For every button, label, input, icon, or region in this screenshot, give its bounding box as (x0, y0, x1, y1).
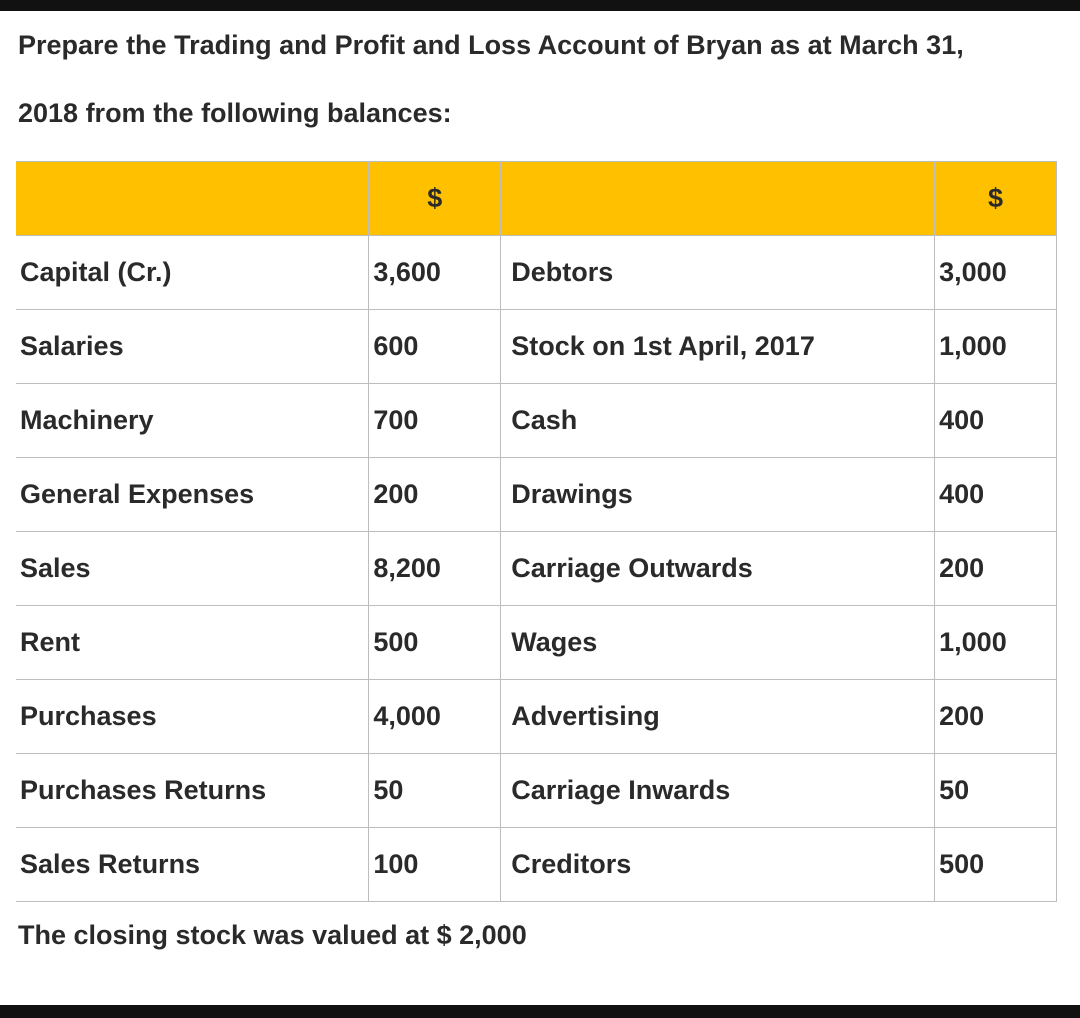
header-left-currency: $ (368, 161, 502, 236)
left-item-cell: Purchases (16, 679, 370, 754)
left-amount-cell: 600 (368, 309, 502, 384)
left-item-cell: Sales Returns (16, 827, 370, 902)
left-amount-cell: 500 (368, 605, 502, 680)
bottom-border-bar (0, 1005, 1080, 1018)
right-amount-cell: 1,000 (934, 309, 1057, 384)
left-item-cell: General Expenses (16, 457, 370, 532)
left-item-cell: Salaries (16, 309, 370, 384)
table-row: General Expenses 200 Drawings 400 (16, 457, 1057, 532)
right-amount-cell: 50 (934, 753, 1057, 828)
left-item-cell: Sales (16, 531, 370, 606)
left-item-cell: Rent (16, 605, 370, 680)
right-item-cell: Creditors (500, 827, 936, 902)
right-amount-cell: 200 (934, 531, 1057, 606)
table-row: Salaries 600 Stock on 1st April, 2017 1,000 (16, 309, 1057, 384)
table-row: Machinery 700 Cash 400 (16, 383, 1057, 458)
left-item-cell: Capital (Cr.) (16, 235, 370, 310)
right-item-cell: Carriage Inwards (500, 753, 936, 828)
left-amount-cell: 700 (368, 383, 502, 458)
left-item-cell: Machinery (16, 383, 370, 458)
left-amount-cell: 4,000 (368, 679, 502, 754)
right-item-cell: Advertising (500, 679, 936, 754)
right-item-cell: Drawings (500, 457, 936, 532)
left-amount-cell: 200 (368, 457, 502, 532)
question-line-1: Prepare the Trading and Profit and Loss … (18, 30, 964, 60)
table-row: Sales 8,200 Carriage Outwards 200 (16, 531, 1057, 606)
right-item-cell: Cash (500, 383, 936, 458)
table-header-row: $ $ (16, 161, 1057, 236)
header-right-item (500, 161, 936, 236)
closing-stock-note: The closing stock was valued at $ 2,000 (18, 920, 527, 950)
table-row: Sales Returns 100 Creditors 500 (16, 827, 1057, 902)
table-row: Rent 500 Wages 1,000 (16, 605, 1057, 680)
right-amount-cell: 500 (934, 827, 1057, 902)
left-item-cell: Purchases Returns (16, 753, 370, 828)
left-amount-cell: 3,600 (368, 235, 502, 310)
right-amount-cell: 400 (934, 383, 1057, 458)
table-row: Capital (Cr.) 3,600 Debtors 3,000 (16, 235, 1057, 310)
right-item-cell: Wages (500, 605, 936, 680)
question-line-2: 2018 from the following balances: (18, 98, 452, 128)
balances-table: $ $ Capital (Cr.) 3,600 Debtors 3,000 Salari… (16, 161, 1057, 902)
right-amount-cell: 1,000 (934, 605, 1057, 680)
header-left-item (16, 161, 370, 236)
left-amount-cell: 100 (368, 827, 502, 902)
right-amount-cell: 400 (934, 457, 1057, 532)
left-amount-cell: 50 (368, 753, 502, 828)
header-right-currency: $ (934, 161, 1057, 236)
right-amount-cell: 3,000 (934, 235, 1057, 310)
left-amount-cell: 8,200 (368, 531, 502, 606)
table-row: Purchases 4,000 Advertising 200 (16, 679, 1057, 754)
right-item-cell: Stock on 1st April, 2017 (500, 309, 936, 384)
right-item-cell: Debtors (500, 235, 936, 310)
right-amount-cell: 200 (934, 679, 1057, 754)
table-row: Purchases Returns 50 Carriage Inwards 50 (16, 753, 1057, 828)
top-border-bar (0, 0, 1080, 11)
right-item-cell: Carriage Outwards (500, 531, 936, 606)
